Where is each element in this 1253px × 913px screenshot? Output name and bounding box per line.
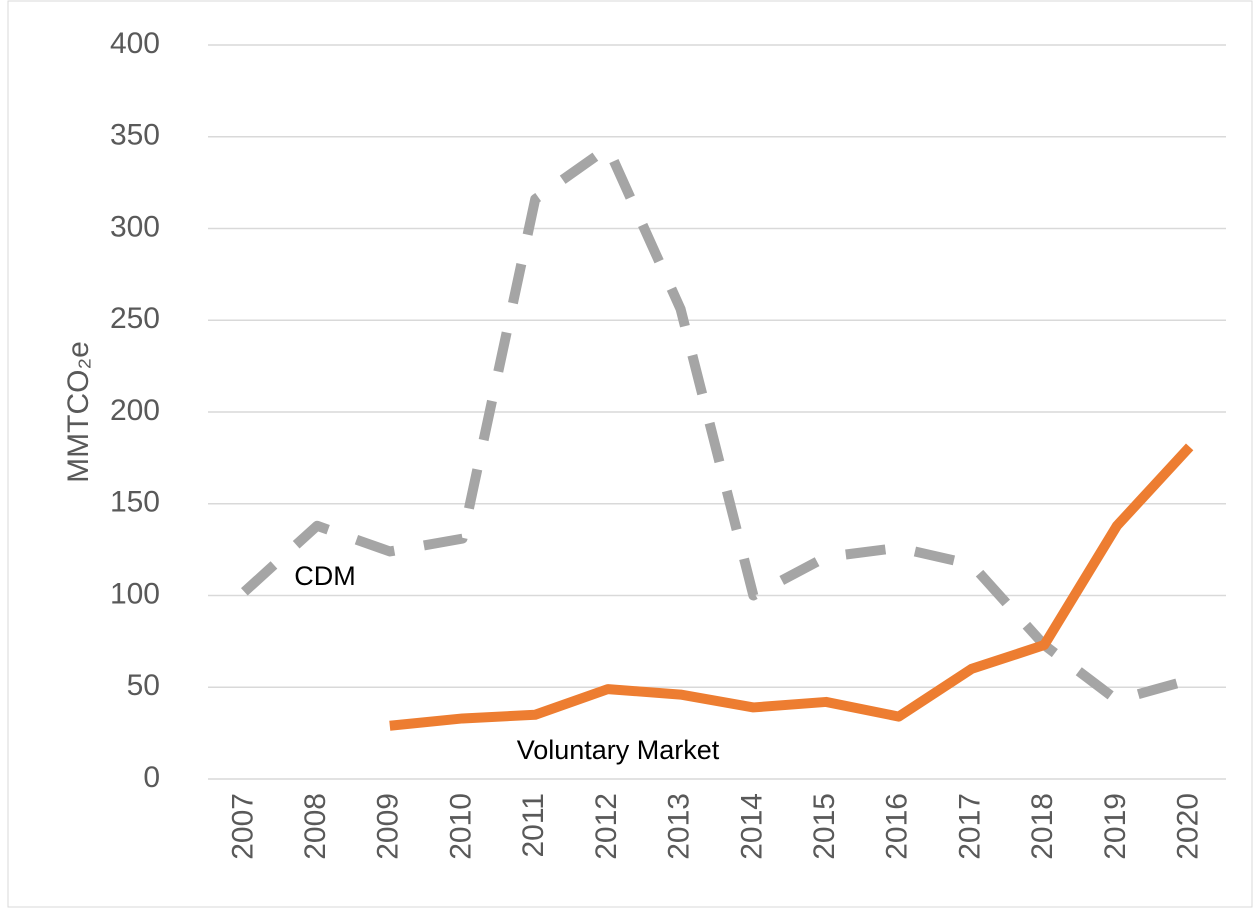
line-series [389, 443, 1194, 731]
line-series [240, 142, 1191, 706]
y-tick-label: 50 [127, 669, 160, 702]
x-tick-label: 2020 [1172, 793, 1205, 860]
y-tick-label: 300 [110, 210, 160, 243]
x-tick-label: 2007 [226, 793, 259, 860]
y-axis-label: MMTCO₂e [62, 341, 95, 483]
chart-frame [7, 0, 1253, 908]
x-tick-label: 2009 [372, 793, 405, 860]
x-tick-label: 2016 [881, 793, 914, 860]
x-tick-label: 2010 [444, 793, 477, 860]
y-tick-label: 0 [143, 761, 160, 794]
x-tick-label: 2014 [735, 793, 768, 860]
x-tick-label: 2011 [517, 793, 550, 858]
x-tick-label: 2013 [663, 793, 696, 860]
y-tick-label: 100 [110, 577, 160, 610]
y-tick-label: 200 [110, 394, 160, 427]
x-tick-label: 2008 [299, 793, 332, 860]
y-tick-label: 150 [110, 486, 160, 519]
x-tick-label: 2015 [808, 793, 841, 860]
series-label: CDM [294, 561, 356, 591]
x-tick-label: 2017 [953, 793, 986, 860]
x-tick-label: 2019 [1099, 793, 1132, 860]
x-tick-label: 2018 [1026, 793, 1059, 860]
y-tick-label: 350 [110, 119, 160, 152]
series-label: Voluntary Market [517, 735, 720, 765]
y-tick-label: 250 [110, 302, 160, 335]
y-tick-label: 400 [110, 27, 160, 60]
x-tick-label: 2012 [590, 793, 623, 860]
